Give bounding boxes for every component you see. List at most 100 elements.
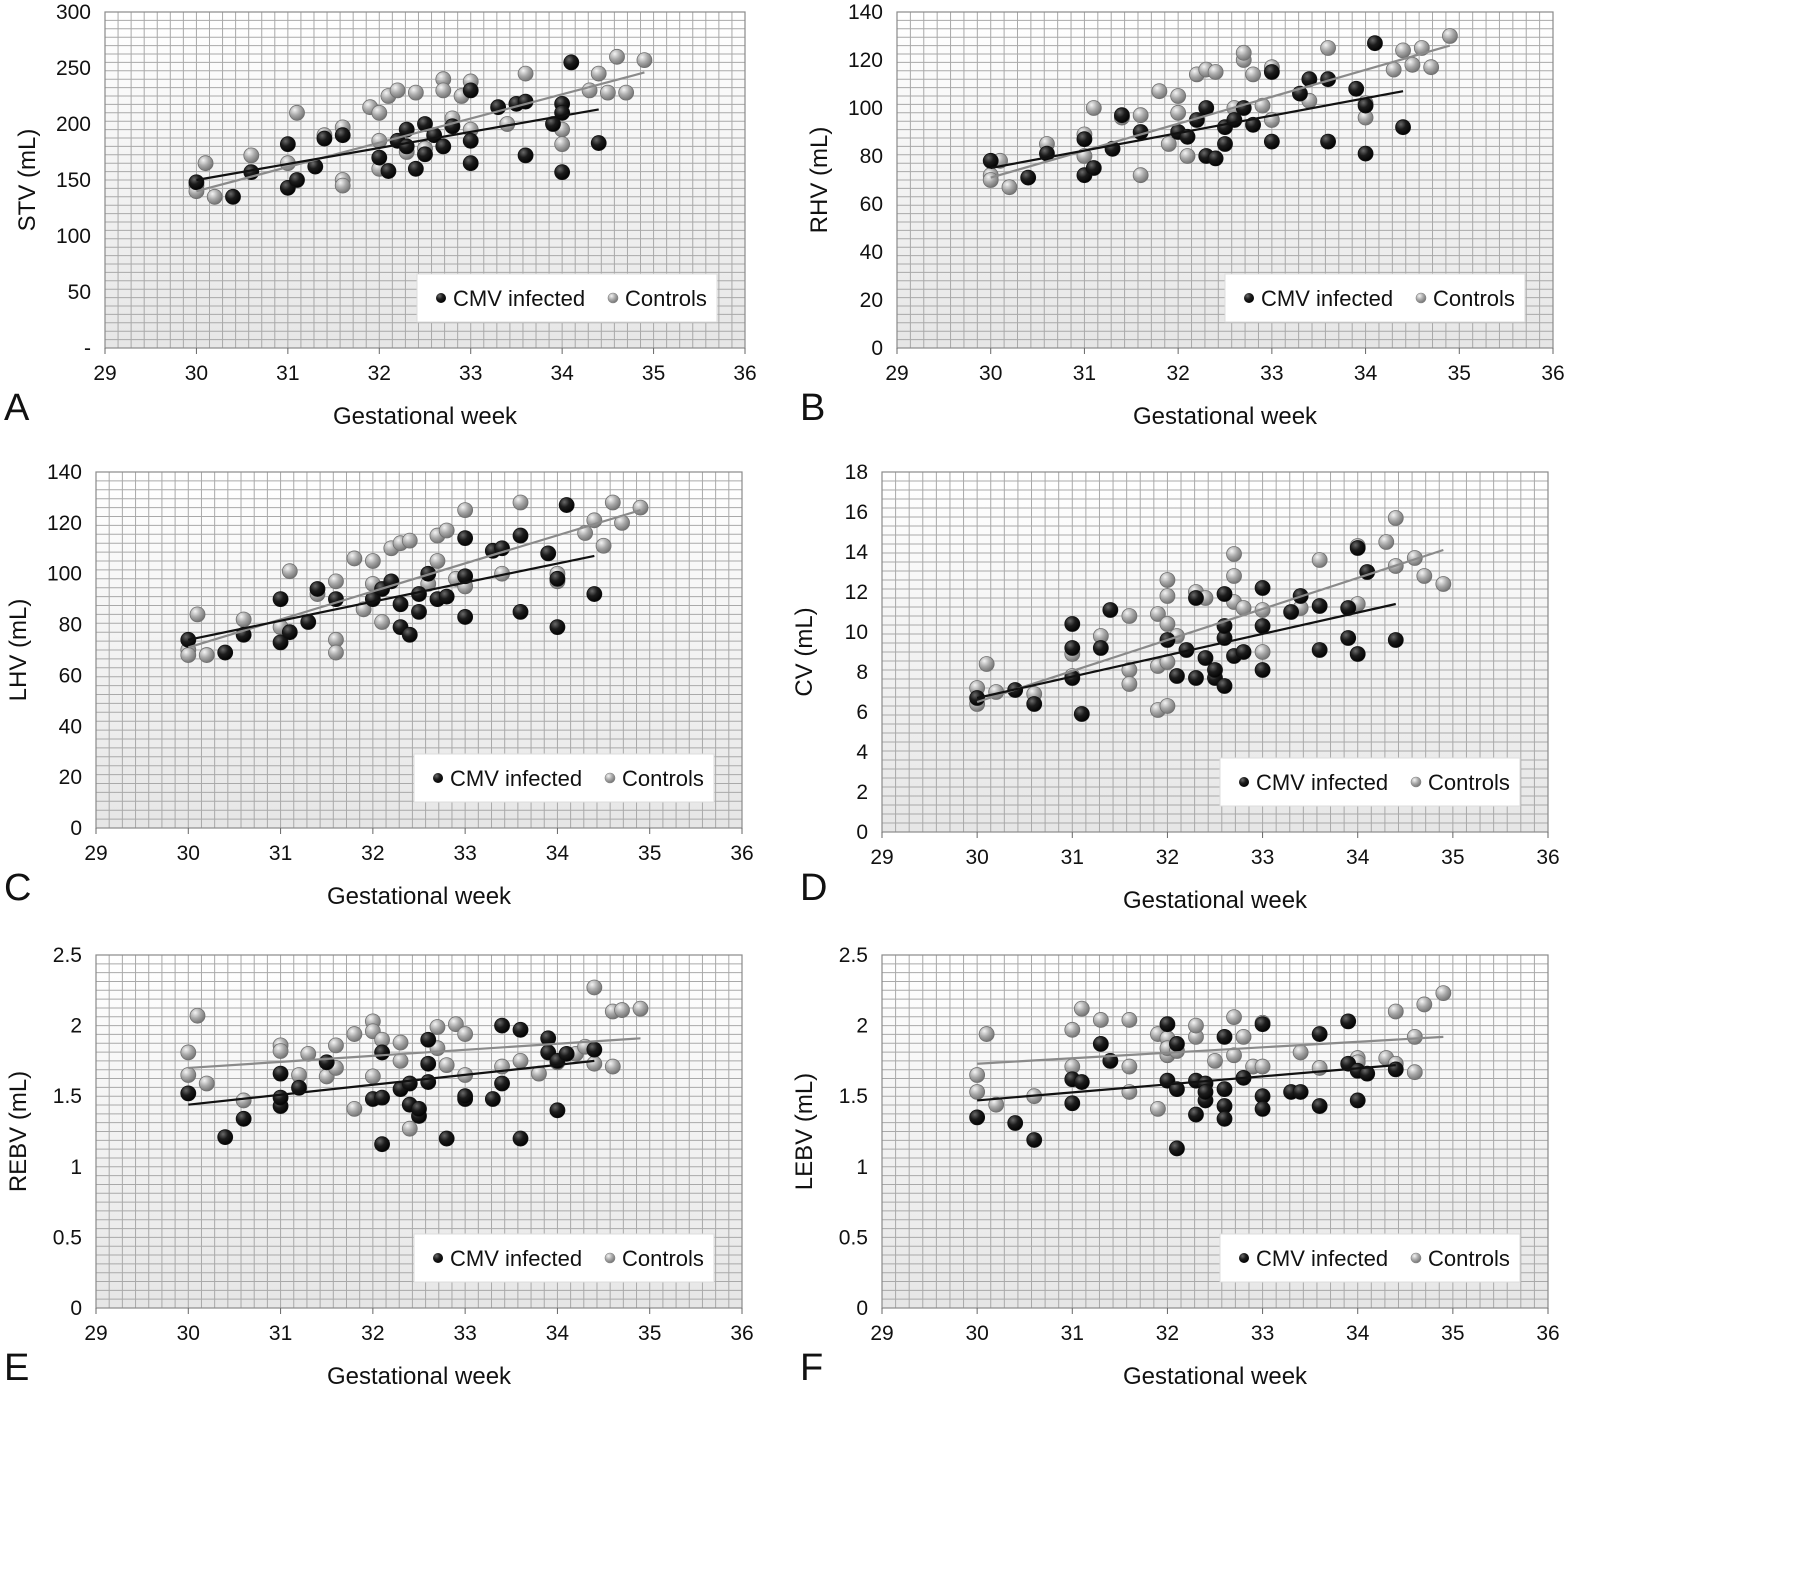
legend: CMV infected Controls	[1219, 757, 1521, 807]
y-tick-label: 100	[848, 97, 883, 120]
plot-border	[95, 954, 743, 1309]
series-controls	[969, 510, 1452, 718]
data-point	[517, 147, 534, 164]
data-point	[401, 1120, 418, 1137]
x-tick-label: 33	[1260, 362, 1283, 385]
plot-border	[104, 11, 746, 349]
data-point	[1348, 80, 1365, 97]
data-point	[1159, 1016, 1176, 1033]
data-point	[586, 1041, 603, 1058]
data-point	[1254, 1016, 1271, 1033]
legend-marker-cmv-infected	[436, 293, 446, 303]
x-tick-label: 33	[453, 842, 476, 865]
legend-label-cmv-infected: CMV infected	[1256, 1246, 1388, 1271]
legend-label-controls: Controls	[1433, 286, 1515, 311]
x-axis-title: Gestational week	[1133, 403, 1318, 430]
data-point	[243, 147, 260, 164]
data-point	[1349, 1092, 1366, 1109]
data-point	[1416, 568, 1433, 584]
y-tick-label: 300	[56, 1, 91, 24]
data-point	[1395, 119, 1411, 136]
data-point	[334, 177, 351, 194]
data-point	[1235, 44, 1252, 61]
legend-marker-controls	[1415, 292, 1427, 304]
data-point	[435, 82, 452, 99]
data-point	[346, 1101, 363, 1117]
trend-line-controls	[977, 1035, 1444, 1065]
data-point	[1102, 602, 1119, 618]
data-point	[1263, 133, 1280, 150]
x-tick-label: 33	[459, 362, 482, 385]
data-point	[371, 104, 388, 121]
y-axis-title: REBV (mL)	[5, 1071, 32, 1192]
data-point	[1170, 104, 1187, 121]
data-point	[289, 172, 305, 188]
x-axis-title: Gestational week	[333, 403, 518, 430]
y-tick-label: 80	[59, 614, 82, 637]
data-point	[636, 52, 653, 69]
data-point	[1226, 546, 1242, 562]
data-point	[604, 1058, 621, 1075]
x-tick-label: 32	[368, 362, 391, 385]
legend-marker-cmv-infected	[1244, 293, 1254, 303]
data-point	[1357, 97, 1374, 114]
data-point	[371, 149, 388, 166]
data-point	[512, 527, 529, 544]
y-tick-label: 0	[70, 1297, 82, 1320]
data-point	[586, 586, 603, 602]
data-point	[1254, 662, 1271, 678]
data-point	[438, 1057, 455, 1074]
data-point	[969, 1067, 986, 1083]
data-point	[420, 1055, 437, 1072]
data-point	[448, 1016, 464, 1033]
data-point	[346, 1026, 363, 1042]
data-point	[1387, 1003, 1404, 1020]
data-point	[374, 614, 390, 630]
panel-letter: F	[800, 1347, 823, 1389]
data-point	[328, 1037, 344, 1054]
data-point	[1207, 64, 1224, 80]
x-tick-label: 30	[185, 362, 208, 385]
y-tick-label: 0	[871, 337, 883, 360]
legend-marker-cmv-infected	[433, 773, 443, 783]
data-point	[1292, 1084, 1309, 1100]
data-point	[969, 1084, 986, 1100]
trend-line-cmv-infected	[990, 90, 1404, 170]
data-point	[982, 152, 999, 169]
legend-label-cmv-infected: CMV infected	[450, 1246, 582, 1271]
x-tick-label: 33	[1251, 1322, 1274, 1345]
data-point	[272, 1065, 289, 1082]
data-point	[389, 82, 406, 99]
data-point	[1169, 1081, 1185, 1098]
data-point	[1188, 1017, 1204, 1034]
panel-letter: E	[4, 1347, 29, 1389]
panel-letter: A	[4, 387, 30, 429]
data-point	[1406, 1064, 1423, 1081]
y-tick-label: 10	[845, 621, 868, 644]
data-point	[1406, 1028, 1423, 1045]
trend-line-cmv-infected	[977, 1064, 1396, 1102]
data-point	[180, 1044, 197, 1061]
x-tick-label: 34	[1346, 846, 1370, 869]
y-tick-label: 2.5	[53, 944, 82, 967]
x-tick-label: 35	[638, 842, 661, 865]
data-point	[1226, 112, 1243, 128]
data-point	[429, 553, 446, 569]
legend-marker-controls	[607, 292, 619, 304]
x-tick-label: 35	[638, 1322, 661, 1345]
y-tick-label: -	[84, 337, 91, 360]
panel-e: 29 30 31 32 33 34 35 36 0 0.5 1 1.5 2 2.5 Gestational …	[4, 944, 754, 1390]
trend-line-controls	[990, 44, 1451, 179]
data-point	[1132, 167, 1149, 184]
data-point	[217, 644, 234, 661]
y-tick-label: 2	[856, 1015, 868, 1038]
data-point	[401, 532, 418, 549]
y-tick-label: 40	[860, 241, 883, 264]
y-tick-label: 20	[59, 766, 82, 789]
data-point	[549, 570, 566, 587]
data-point	[1235, 644, 1252, 660]
data-point	[590, 65, 607, 82]
data-point	[272, 634, 289, 651]
legend-marker-cmv-infected	[1239, 777, 1249, 787]
trend-line-cmv-infected	[976, 602, 1397, 700]
